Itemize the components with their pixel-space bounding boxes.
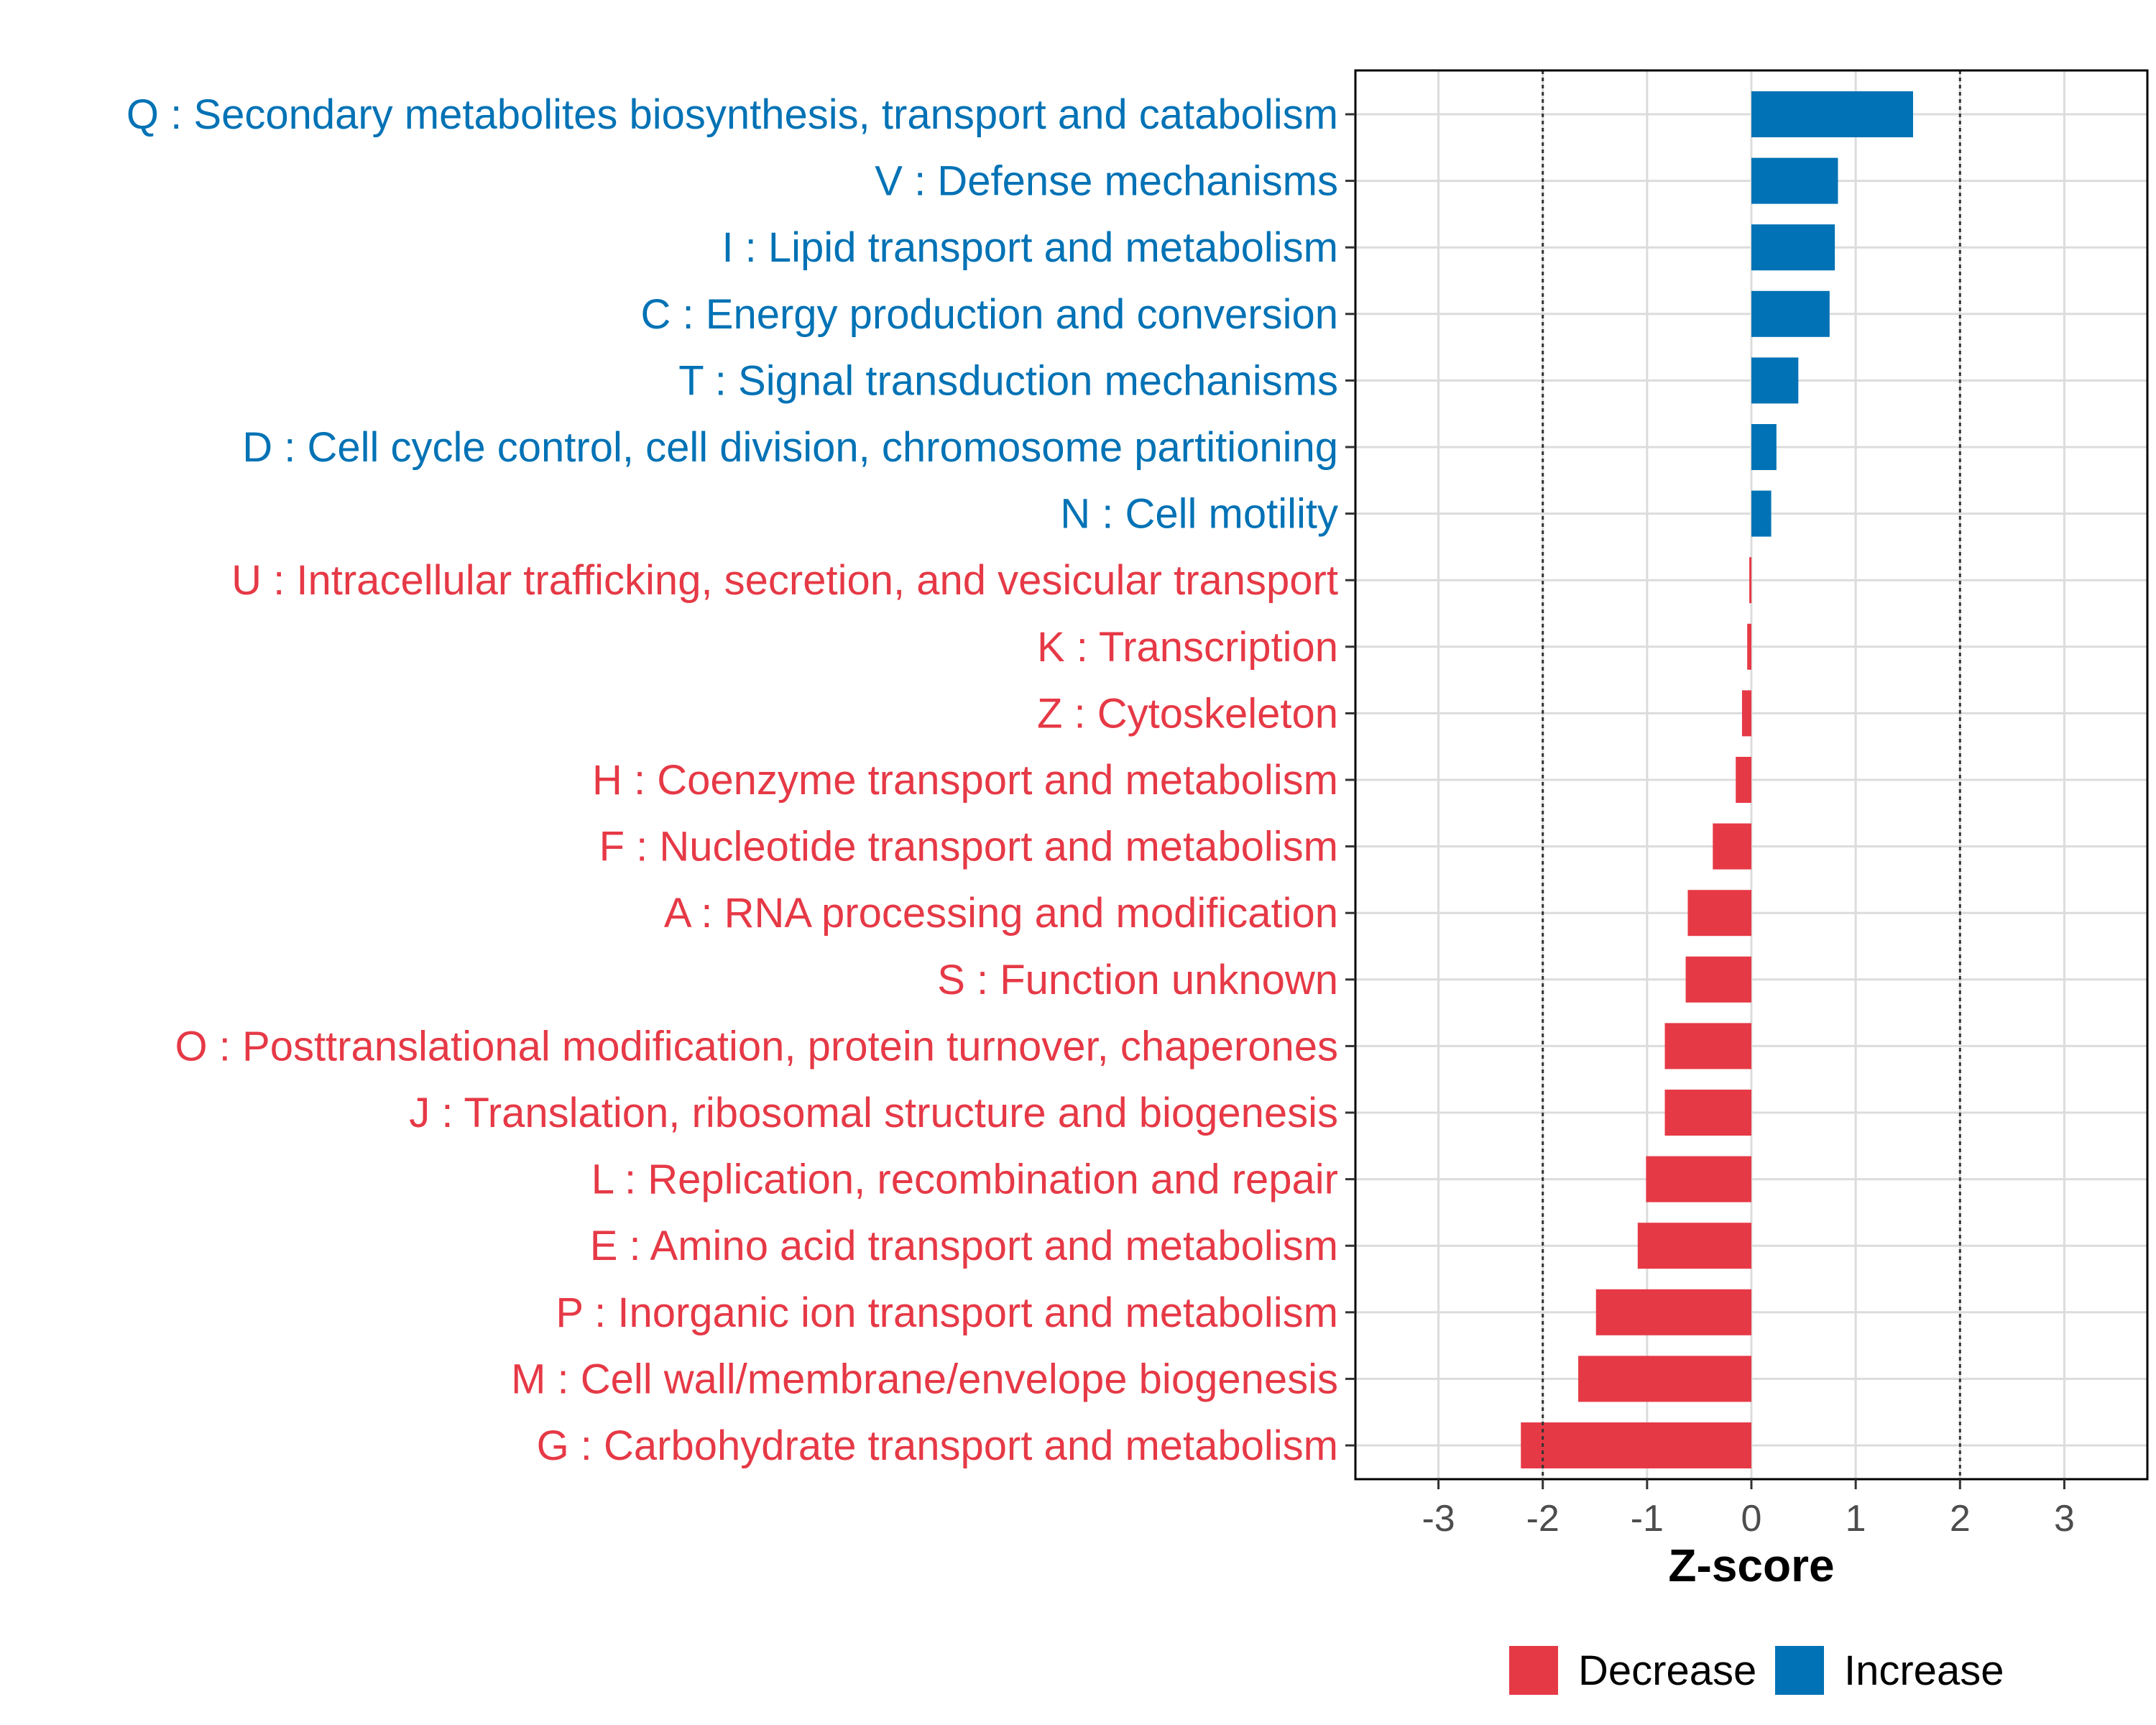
legend-label-increase: Increase [1844, 1647, 2004, 1694]
bar [1749, 557, 1752, 604]
category-label: I : Lipid transport and metabolism [722, 224, 1338, 271]
category-label: K : Transcription [1037, 624, 1338, 671]
legend-label-decrease: Decrease [1578, 1647, 1756, 1694]
category-label: A : RNA processing and modification [664, 890, 1338, 937]
bar [1751, 224, 1835, 271]
category-label: L : Replication, recombination and repai… [591, 1156, 1338, 1203]
category-label: G : Carbohydrate transport and metabolis… [537, 1422, 1338, 1469]
category-label: V : Defense mechanisms [875, 158, 1338, 205]
x-axis-labels: -3 -2 -1 0 1 2 3 [1422, 1498, 2074, 1540]
category-label: D : Cell cycle control, cell division, c… [242, 424, 1338, 471]
category-label: Q : Secondary metabolites biosynthesis, … [126, 91, 1338, 138]
category-label: N : Cell motility [1060, 491, 1338, 538]
bar [1664, 1090, 1751, 1136]
category-label: S : Function unknown [937, 957, 1338, 1003]
bar [1751, 290, 1830, 337]
x-tick-label: 1 [1846, 1498, 1866, 1540]
category-label: E : Amino acid transport and metabolism [590, 1223, 1338, 1269]
category-label: J : Translation, ribosomal structure and… [409, 1090, 1338, 1136]
category-label: U : Intracellular trafficking, secretion… [231, 557, 1338, 604]
legend-swatch-decrease [1509, 1646, 1558, 1695]
category-label: C : Energy production and conversion [641, 291, 1338, 338]
bar [1751, 357, 1799, 404]
bar [1751, 490, 1772, 537]
x-tick-label: -2 [1526, 1498, 1560, 1540]
bar [1578, 1356, 1751, 1402]
bar [1637, 1223, 1751, 1269]
bar [1747, 623, 1751, 670]
y-axis-labels: Q : Secondary metabolites biosynthesis, … [126, 91, 1338, 1469]
x-tick-label: 0 [1741, 1498, 1762, 1540]
category-label: T : Signal transduction mechanisms [678, 357, 1338, 404]
legend: Decrease Increase [1509, 1646, 2004, 1695]
bar [1751, 424, 1777, 470]
x-tick-label: -1 [1631, 1498, 1664, 1540]
x-tick-label: 2 [1950, 1498, 1971, 1540]
category-label: Z : Cytoskeleton [1037, 690, 1338, 737]
bar [1521, 1422, 1751, 1468]
bar [1736, 757, 1751, 803]
bar [1685, 956, 1751, 1003]
bar [1646, 1156, 1751, 1202]
bar [1741, 690, 1751, 737]
bar [1687, 890, 1751, 937]
x-tick-label: -3 [1422, 1498, 1455, 1540]
category-label: M : Cell wall/membrane/envelope biogenes… [511, 1356, 1338, 1402]
category-label: H : Coenzyme transport and metabolism [592, 757, 1338, 804]
bar [1713, 823, 1751, 870]
x-axis-ticks [1437, 1479, 2065, 1489]
category-label: P : Inorganic ion transport and metaboli… [556, 1289, 1338, 1336]
reference-lines [1542, 70, 1961, 1479]
x-tick-label: 3 [2054, 1498, 2075, 1540]
bar [1751, 91, 1913, 137]
category-label: O : Posttranslational modification, prot… [175, 1023, 1338, 1070]
bars [1521, 91, 1913, 1468]
x-axis-title: Z-score [1668, 1540, 1834, 1591]
bar [1664, 1023, 1751, 1070]
legend-swatch-increase [1775, 1646, 1824, 1695]
bar [1595, 1289, 1751, 1335]
y-axis-ticks [1345, 113, 1355, 1447]
category-label: F : Nucleotide transport and metabolism [599, 824, 1338, 870]
bar [1751, 157, 1838, 204]
